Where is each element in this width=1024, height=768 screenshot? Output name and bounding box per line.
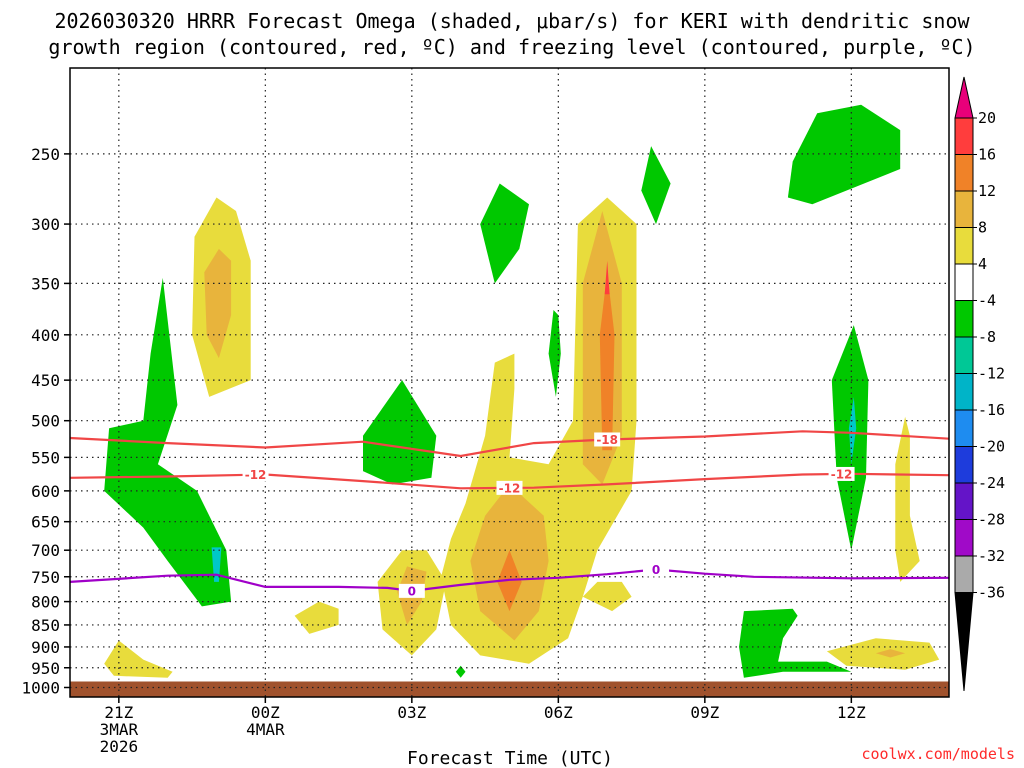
chart-title-line1: 2026030320 HRRR Forecast Omega (shaded, … bbox=[54, 9, 970, 33]
x-tick-label: 21Z bbox=[104, 703, 133, 722]
contour-line bbox=[69, 568, 950, 593]
ground-terrain bbox=[70, 681, 949, 697]
colorbar-label: -16 bbox=[978, 401, 1005, 419]
omega-region bbox=[787, 104, 901, 205]
contour-line bbox=[69, 472, 950, 490]
colorbar-label: -8 bbox=[978, 328, 996, 346]
colorbar-swatch bbox=[954, 263, 974, 301]
omega-region bbox=[211, 547, 222, 582]
omega-region bbox=[604, 260, 610, 295]
omega-region bbox=[895, 416, 920, 582]
y-tick-label: 450 bbox=[31, 371, 60, 390]
colorbar-label: 16 bbox=[978, 146, 996, 164]
omega-region bbox=[848, 396, 857, 465]
colorbar-swatch bbox=[954, 482, 974, 520]
colorbar-label: 12 bbox=[978, 182, 996, 200]
x-tick-label: 00Z bbox=[251, 703, 280, 722]
omega-region bbox=[739, 608, 852, 678]
colorbar-swatch bbox=[954, 519, 974, 557]
colorbar-swatch bbox=[954, 373, 974, 411]
contour-label-bg bbox=[828, 466, 855, 481]
temperature-contours: -18 -12 -12 -12 0 0 bbox=[69, 430, 950, 598]
y-tick-label: 250 bbox=[31, 145, 60, 164]
colorbar-label: 4 bbox=[978, 255, 987, 273]
y-tick-label: 600 bbox=[31, 482, 60, 501]
credit-text: coolwx.com/models bbox=[861, 745, 1015, 763]
y-tick-label: 400 bbox=[31, 326, 60, 345]
omega-region bbox=[294, 601, 339, 634]
colorbar-label: -4 bbox=[978, 292, 996, 310]
chart-title-line2: growth region (contoured, red, ºC) and f… bbox=[48, 35, 975, 59]
colorbar-label: -28 bbox=[978, 511, 1005, 529]
y-tick-label: 650 bbox=[31, 513, 60, 532]
colorbar-label: -24 bbox=[978, 474, 1005, 492]
y-tick-label: 900 bbox=[31, 638, 60, 657]
omega-region bbox=[363, 380, 437, 485]
colorbar: 20 16 12 8 4 -4 -8 -12 -16 -20 -24 -28 -32 -36 bbox=[954, 76, 1005, 692]
omega-region bbox=[204, 248, 232, 359]
y-tick-label: 700 bbox=[31, 541, 60, 560]
omega-region bbox=[480, 183, 529, 284]
y-tick-label: 350 bbox=[31, 274, 60, 293]
colorbar-swatch bbox=[954, 154, 974, 192]
colorbar-arrow-bottom bbox=[954, 592, 974, 692]
contour-label: -12 bbox=[831, 467, 853, 481]
colorbar-swatch bbox=[954, 300, 974, 338]
contour-label: -12 bbox=[245, 468, 267, 482]
y-tick-label: 750 bbox=[31, 568, 60, 587]
contour-label: 0 bbox=[652, 563, 660, 577]
colorbar-label: 8 bbox=[978, 219, 987, 237]
omega-region bbox=[641, 146, 671, 225]
plot-frame bbox=[69, 67, 950, 698]
colorbar-label: 20 bbox=[978, 109, 996, 127]
x-tick-label: 4MAR bbox=[246, 720, 285, 739]
contour-label: -12 bbox=[499, 481, 521, 495]
y-tick-label: 500 bbox=[31, 412, 60, 431]
colorbar-swatch bbox=[954, 117, 974, 155]
colorbar-label: -20 bbox=[978, 438, 1005, 456]
y-axis-ticks: 250 300 350 400 450 500 550 600 650 700 750 800 850 9… bbox=[21, 145, 70, 697]
colorbar-swatch bbox=[954, 409, 974, 447]
colorbar-swatch bbox=[954, 336, 974, 374]
contour-line bbox=[69, 430, 950, 458]
contour-label: 0 bbox=[408, 584, 416, 598]
x-tick-label: 2026 bbox=[100, 737, 139, 756]
omega-region bbox=[455, 665, 466, 678]
omega-region bbox=[582, 581, 632, 612]
omega-region bbox=[104, 640, 173, 678]
y-tick-label: 550 bbox=[31, 448, 60, 467]
colorbar-label: -36 bbox=[978, 584, 1005, 602]
x-tick-label: 03Z bbox=[397, 703, 426, 722]
x-tick-label: 12Z bbox=[837, 703, 866, 722]
omega-region bbox=[875, 649, 906, 658]
x-axis-label: Forecast Time (UTC) bbox=[407, 748, 613, 768]
colorbar-swatch bbox=[954, 190, 974, 228]
contour-label-bg bbox=[594, 432, 621, 447]
omega-region bbox=[548, 310, 561, 397]
omega-region bbox=[104, 277, 232, 607]
omega-region bbox=[599, 272, 615, 451]
colorbar-swatch bbox=[954, 227, 974, 265]
colorbar-label: -32 bbox=[978, 547, 1005, 565]
x-tick-label: 06Z bbox=[544, 703, 573, 722]
contour-label-bg bbox=[643, 562, 669, 577]
x-tick-label: 3MAR bbox=[100, 720, 139, 739]
y-tick-label: 300 bbox=[31, 215, 60, 234]
contour-label: -18 bbox=[596, 433, 618, 447]
colorbar-swatch bbox=[954, 555, 974, 593]
y-tick-label: 850 bbox=[31, 616, 60, 635]
y-tick-label: 800 bbox=[31, 593, 60, 612]
contour-label-bg bbox=[242, 467, 269, 482]
contour-label-bg bbox=[496, 480, 523, 495]
x-tick-label: 09Z bbox=[690, 703, 719, 722]
y-tick-label: 1000 bbox=[21, 678, 60, 697]
colorbar-label: -12 bbox=[978, 365, 1005, 383]
colorbar-swatch bbox=[954, 446, 974, 484]
y-tick-label: 950 bbox=[31, 659, 60, 678]
contour-label-bg bbox=[398, 583, 425, 598]
